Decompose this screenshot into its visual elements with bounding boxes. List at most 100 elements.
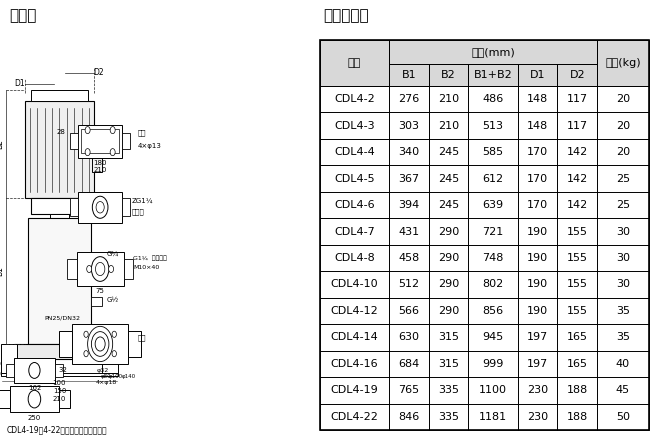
Text: 486: 486 [482, 94, 504, 104]
Text: 335: 335 [438, 412, 459, 422]
Bar [597, 192, 649, 218]
Bar [389, 40, 597, 64]
Bar [319, 112, 389, 139]
Bar [518, 298, 557, 324]
Text: 180: 180 [93, 160, 107, 166]
Bar [429, 377, 468, 404]
Text: 28: 28 [57, 129, 66, 135]
Bar [468, 218, 518, 245]
Bar [597, 139, 649, 165]
Text: 394: 394 [398, 200, 419, 210]
Text: φ80: φ80 [101, 374, 111, 379]
Bar [597, 86, 649, 112]
Bar [557, 218, 597, 245]
Bar [429, 404, 468, 430]
Bar [597, 271, 649, 298]
Text: 170: 170 [527, 147, 548, 157]
Bar [468, 377, 518, 404]
Bar [468, 271, 518, 298]
Bar [389, 271, 429, 298]
Text: 1100: 1100 [479, 385, 507, 395]
Text: 尺寸和重量: 尺寸和重量 [323, 8, 369, 23]
Text: 250: 250 [28, 415, 41, 421]
Bar [389, 298, 429, 324]
Text: 50: 50 [616, 412, 630, 422]
Bar [468, 192, 518, 218]
Text: CDL4-19～4-22无椭圆法兰型管路联接: CDL4-19～4-22无椭圆法兰型管路联接 [7, 426, 107, 434]
Text: CDL4-16: CDL4-16 [331, 359, 378, 369]
Text: 卡套: 卡套 [138, 129, 146, 135]
Bar [518, 139, 557, 165]
Bar [429, 271, 468, 298]
Bar [319, 271, 389, 298]
Bar [389, 377, 429, 404]
Bar [93, 141, 102, 172]
Text: 612: 612 [482, 174, 503, 183]
Text: 165: 165 [567, 333, 588, 342]
Bar [597, 298, 649, 324]
Bar [518, 271, 557, 298]
Circle shape [110, 149, 115, 156]
Bar [319, 324, 389, 351]
Text: B1+B2: B1+B2 [474, 70, 512, 80]
Bar [31, 90, 87, 101]
Bar [468, 351, 518, 377]
Text: 155: 155 [567, 227, 588, 236]
Bar [429, 218, 468, 245]
Bar [429, 192, 468, 218]
Text: 245: 245 [438, 147, 459, 157]
Bar [389, 139, 429, 165]
Bar [319, 298, 389, 324]
Text: 303: 303 [398, 121, 419, 131]
Bar [518, 404, 557, 430]
Text: 630: 630 [398, 333, 419, 342]
Text: 290: 290 [438, 227, 459, 236]
Bar [77, 252, 124, 286]
Bar [597, 86, 649, 112]
Text: 75: 75 [96, 288, 104, 294]
Bar [468, 86, 518, 112]
Bar [518, 245, 557, 271]
Text: 190: 190 [527, 253, 548, 263]
Bar [319, 324, 389, 351]
Bar [557, 192, 597, 218]
Text: 4×φ13: 4×φ13 [138, 142, 162, 149]
Circle shape [28, 390, 40, 408]
Bar [319, 351, 389, 377]
Bar [389, 351, 429, 377]
Bar [429, 139, 468, 165]
Text: CDL4-7: CDL4-7 [334, 227, 375, 236]
Text: 290: 290 [438, 280, 459, 289]
Bar [429, 351, 468, 377]
Circle shape [112, 331, 117, 337]
Text: CDL4-12: CDL4-12 [331, 306, 378, 316]
Bar [557, 298, 597, 324]
Bar [70, 198, 78, 216]
Bar [557, 377, 597, 404]
Circle shape [87, 326, 113, 362]
Bar [597, 192, 649, 218]
Text: φ140: φ140 [121, 374, 136, 379]
Text: 210: 210 [93, 167, 107, 173]
Text: 856: 856 [482, 306, 503, 316]
Text: 290: 290 [438, 306, 459, 316]
Bar [557, 245, 597, 271]
Text: 30: 30 [616, 280, 630, 289]
Bar [518, 192, 557, 218]
Bar [597, 112, 649, 139]
Circle shape [95, 262, 105, 276]
Bar [389, 298, 429, 324]
Bar [557, 64, 597, 86]
Bar [319, 40, 389, 86]
Bar [429, 86, 468, 112]
Bar [70, 133, 78, 149]
Text: 型号: 型号 [348, 58, 361, 68]
Bar [518, 298, 557, 324]
Bar [319, 351, 389, 377]
Bar [67, 259, 77, 279]
Bar [468, 324, 518, 351]
Bar [597, 271, 649, 298]
Bar [518, 112, 557, 139]
Bar [319, 165, 389, 192]
Text: D2: D2 [569, 70, 585, 80]
